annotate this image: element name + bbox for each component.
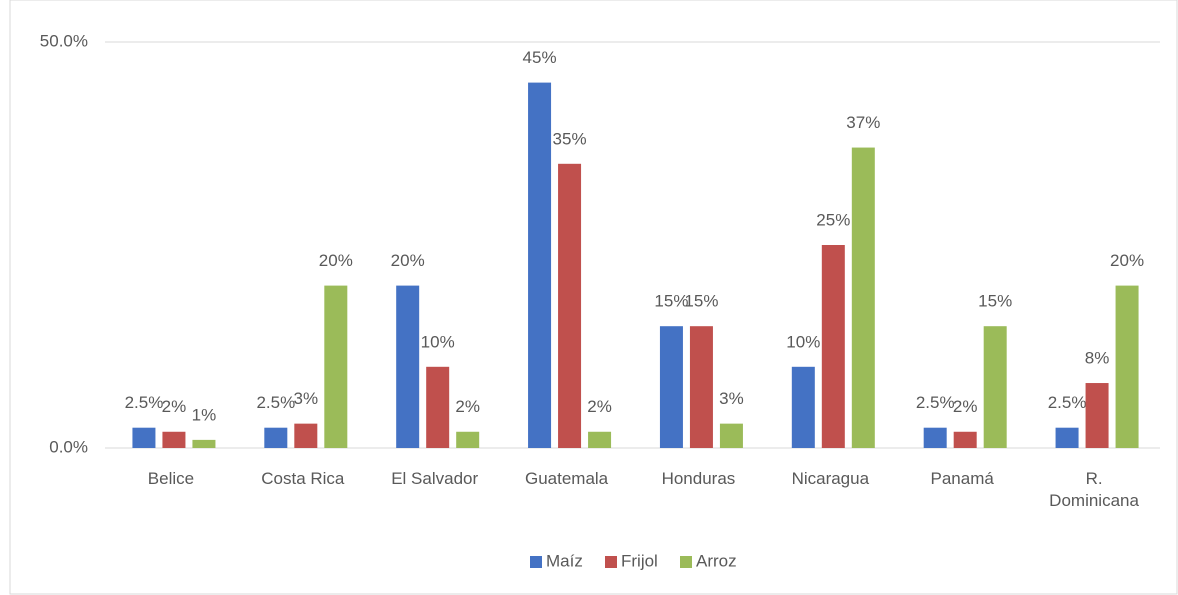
x-tick-label: Nicaragua (791, 469, 870, 488)
data-label: 2% (455, 397, 480, 416)
data-label: 35% (553, 129, 587, 148)
data-label: 20% (319, 251, 353, 270)
legend-swatch (530, 556, 542, 568)
x-tick-label: Costa Rica (261, 469, 345, 488)
data-label: 2.5% (125, 393, 164, 412)
y-tick-label: 50.0% (40, 31, 88, 50)
data-label: 15% (978, 292, 1012, 311)
bar (528, 82, 552, 448)
data-label: 3% (719, 389, 744, 408)
bar (132, 427, 156, 448)
data-label: 25% (816, 210, 850, 229)
bar (689, 326, 713, 448)
legend-label: Arroz (696, 551, 737, 570)
data-label: 20% (1110, 251, 1144, 270)
bar (264, 427, 288, 448)
bar (396, 285, 420, 448)
legend-swatch (605, 556, 617, 568)
bar (659, 326, 683, 448)
data-label: 2% (953, 397, 978, 416)
bar (1055, 427, 1079, 448)
bar (851, 147, 875, 448)
bar (588, 431, 612, 448)
data-label: 2% (587, 397, 612, 416)
data-label: 20% (391, 251, 425, 270)
data-label: 2% (162, 397, 187, 416)
bar (983, 326, 1007, 448)
x-tick-label: Guatemala (524, 469, 609, 488)
bar (923, 427, 947, 448)
data-label: 10% (421, 332, 455, 351)
bar (791, 366, 815, 448)
data-label: 1% (192, 405, 217, 424)
bar (192, 439, 216, 448)
legend-swatch (680, 556, 692, 568)
data-label: 2.5% (1048, 393, 1087, 412)
x-tick-label: Belice (147, 469, 195, 488)
x-tick-label: Honduras (661, 469, 736, 488)
chart-frame (9, 0, 1178, 595)
data-label: 2.5% (916, 393, 955, 412)
data-label: 37% (846, 113, 880, 132)
bar (558, 163, 582, 449)
data-label: 45% (523, 48, 557, 67)
bar (162, 431, 186, 448)
data-label: 2.5% (256, 393, 295, 412)
bar (426, 366, 450, 448)
bar (1085, 383, 1109, 448)
data-label: 15% (684, 292, 718, 311)
bar (953, 431, 977, 448)
x-tick-label: El Salvador (391, 469, 479, 488)
data-label: 15% (654, 292, 688, 311)
bar (1115, 285, 1139, 448)
bar (719, 423, 743, 448)
data-label: 3% (294, 389, 319, 408)
bar (456, 431, 480, 448)
data-label: 8% (1085, 349, 1110, 368)
bar (821, 245, 845, 448)
bar (324, 285, 348, 448)
legend-label: Maíz (546, 551, 583, 570)
y-tick-label: 0.0% (49, 437, 88, 456)
x-tick-label: R. Dominicana (1049, 469, 1139, 510)
data-label: 10% (786, 332, 820, 351)
legend-label: Frijol (621, 551, 658, 570)
x-tick-label: Panamá (930, 469, 994, 488)
bar (294, 423, 318, 448)
